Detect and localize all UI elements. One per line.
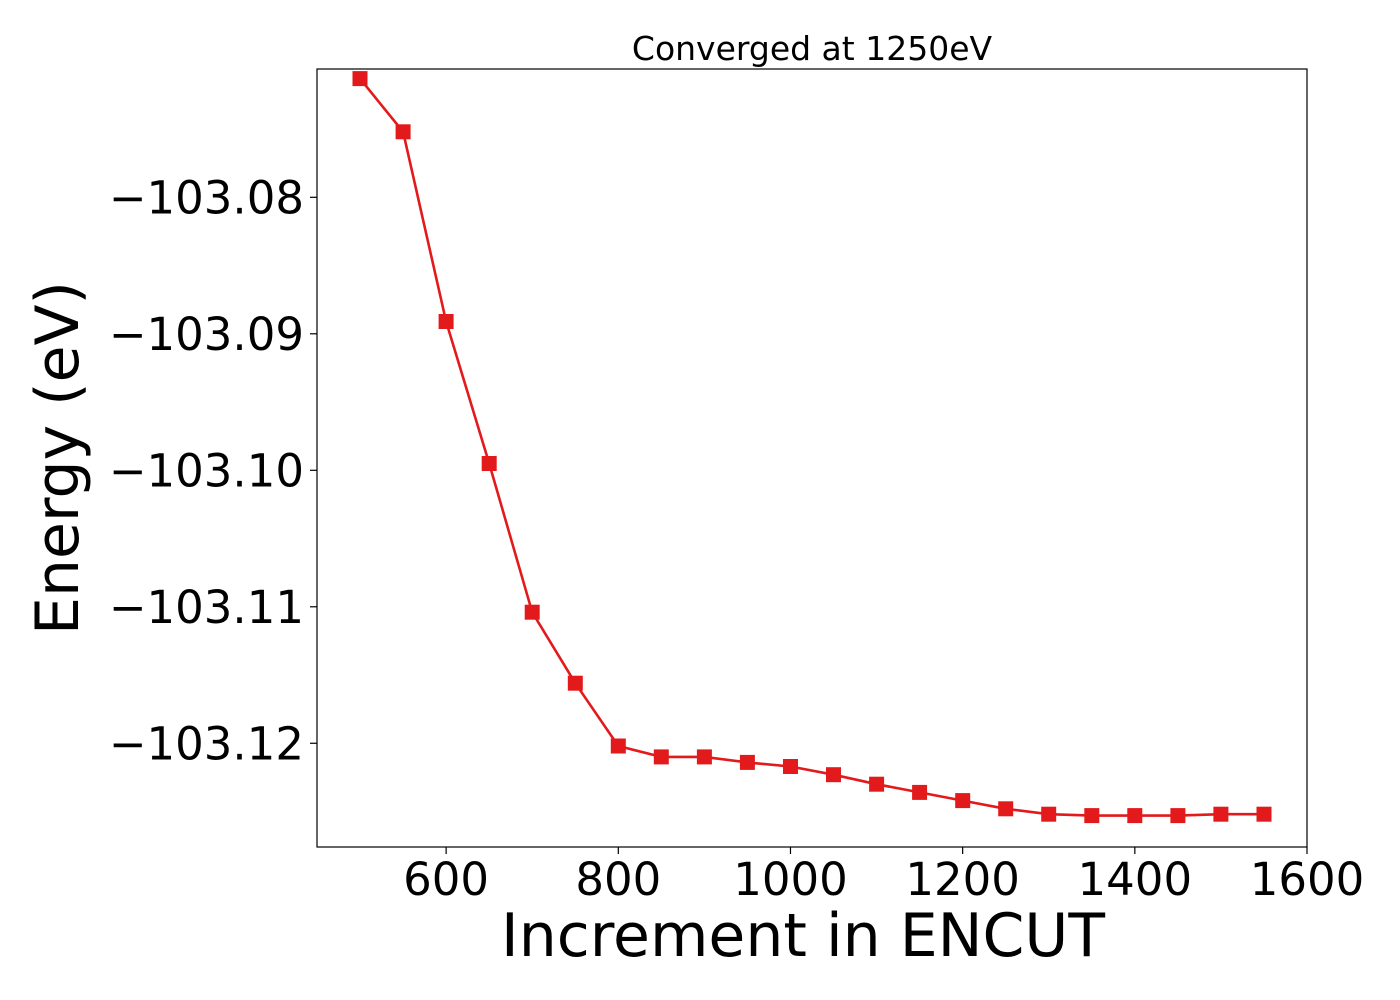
data-point bbox=[1041, 806, 1057, 822]
data-point bbox=[1084, 808, 1100, 824]
data-point bbox=[567, 675, 583, 691]
data-point bbox=[739, 754, 755, 770]
y-axis-label: Energy (eV) bbox=[23, 281, 93, 635]
x-tick-label: 1200 bbox=[905, 853, 1020, 906]
data-point bbox=[869, 776, 885, 792]
data-point bbox=[395, 124, 411, 140]
x-tick-label: 1000 bbox=[733, 853, 848, 906]
y-tick-label: −103.08 bbox=[109, 171, 304, 224]
y-axis: −103.08 −103.09 −103.10 −103.11 −103.12 bbox=[109, 171, 317, 770]
data-point bbox=[998, 801, 1014, 817]
data-point bbox=[438, 314, 454, 329]
x-tick-label: 800 bbox=[575, 853, 661, 906]
y-tick-label: −103.10 bbox=[109, 444, 304, 497]
x-axis: 600 800 1000 1200 1400 1600 bbox=[403, 847, 1364, 906]
x-tick-label: 600 bbox=[403, 853, 489, 906]
data-point bbox=[352, 71, 368, 87]
data-point bbox=[524, 604, 540, 620]
y-tick-label: −103.09 bbox=[109, 308, 304, 361]
data-point bbox=[1170, 808, 1186, 824]
data-point bbox=[826, 767, 841, 783]
chart-title: Converged at 1250eV bbox=[632, 29, 993, 68]
data-point bbox=[610, 738, 626, 754]
series-line bbox=[358, 77, 1264, 817]
x-tick-label: 1400 bbox=[1078, 853, 1193, 906]
x-tick-label: 1600 bbox=[1250, 853, 1365, 906]
data-point bbox=[653, 749, 669, 765]
x-axis-label: Increment in ENCUT bbox=[501, 901, 1105, 971]
data-point bbox=[1213, 806, 1229, 822]
series-layer bbox=[352, 71, 1272, 824]
y-tick-label: −103.11 bbox=[109, 581, 304, 634]
data-point bbox=[481, 456, 497, 471]
y-tick-label: −103.12 bbox=[109, 717, 304, 770]
data-point bbox=[1127, 808, 1143, 824]
data-point bbox=[912, 784, 928, 800]
data-point bbox=[955, 793, 971, 809]
data-point bbox=[696, 749, 712, 765]
plot-area bbox=[316, 68, 1308, 848]
data-point bbox=[1256, 806, 1272, 822]
data-point bbox=[783, 759, 798, 774]
